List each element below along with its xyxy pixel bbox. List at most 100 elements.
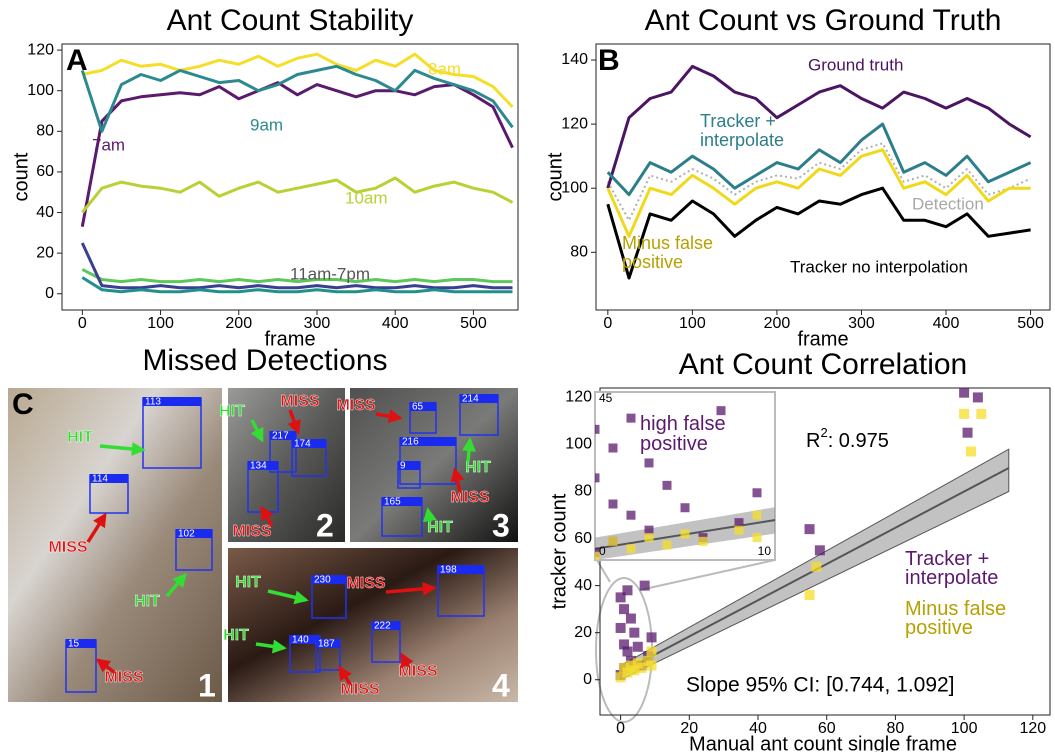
- photo: [8, 388, 222, 702]
- box-id: 174: [294, 439, 311, 450]
- point: [644, 533, 654, 543]
- series-label: Minus false positive: [905, 598, 1007, 639]
- tag-arrow: [255, 639, 287, 654]
- y-tick-label: 0: [583, 671, 592, 688]
- plot-frame: [61, 43, 519, 311]
- tag: MISS: [280, 393, 319, 410]
- zoom-connector: [639, 559, 776, 591]
- panel-letter: A: [66, 44, 88, 77]
- series-line: [606, 64, 1032, 189]
- series-label: 11am-7pm: [290, 264, 370, 283]
- box-tab: [316, 639, 340, 648]
- point: [629, 665, 640, 676]
- point: [615, 622, 626, 633]
- point: [646, 660, 657, 671]
- x-tick-label: 40: [749, 720, 767, 737]
- image-label: 2: [316, 507, 334, 543]
- series-line: [80, 81, 514, 227]
- y-tick-label: 60: [574, 530, 592, 547]
- y-tick-label: 100: [27, 82, 54, 99]
- point: [680, 503, 690, 513]
- point: [626, 510, 636, 520]
- y-tick-label: 20: [36, 244, 54, 261]
- y-tick-label: 100: [565, 436, 592, 453]
- y-tick-label: 40: [36, 204, 54, 221]
- box-id: 214: [462, 394, 479, 405]
- box-tab: [372, 621, 400, 630]
- point: [698, 536, 708, 546]
- tag-arrow: [462, 437, 476, 463]
- y-axis-label: count: [10, 152, 32, 201]
- point: [734, 525, 744, 535]
- box-tab: [66, 639, 96, 648]
- series-label: Ground truth: [808, 55, 903, 74]
- box-id: 165: [384, 497, 401, 508]
- series-line: [81, 52, 514, 108]
- box-tab: [312, 575, 346, 584]
- point: [622, 667, 633, 678]
- point: [619, 639, 630, 650]
- x-tick-label: 400: [933, 315, 960, 332]
- y-tick-label: 80: [574, 483, 592, 500]
- tag: MISS: [340, 681, 379, 698]
- box-tab: [290, 635, 320, 644]
- panel-letter: B: [598, 44, 620, 77]
- box-id: 102: [178, 529, 195, 540]
- box-tab: [292, 439, 326, 448]
- point: [814, 545, 825, 556]
- point: [965, 446, 976, 457]
- inset-tick-label: 45: [599, 391, 613, 405]
- x-tick-label: 100: [679, 315, 706, 332]
- tag: MISS: [232, 523, 271, 540]
- tag: HIT: [134, 593, 160, 610]
- box-tab: [460, 394, 498, 403]
- x-tick-label: 500: [460, 315, 487, 332]
- x-axis-label: frame: [797, 328, 848, 350]
- x-axis-label: frame: [264, 328, 315, 350]
- point: [662, 480, 672, 490]
- x-tick-label: 0: [603, 315, 612, 332]
- point: [626, 544, 636, 554]
- slope-ci: Slope 95% CI: [0.744, 1.092]: [686, 674, 955, 697]
- box-tab: [90, 474, 128, 483]
- series-label: Minus false positive: [622, 233, 714, 272]
- chart-title: Ant Count vs Ground Truth: [645, 4, 1002, 37]
- tag-arrow: [450, 467, 465, 493]
- point: [804, 524, 815, 535]
- point: [972, 392, 983, 403]
- inset-tick-label: 0: [599, 544, 606, 558]
- tag: HIT: [465, 459, 491, 476]
- tag: MISS: [398, 663, 437, 680]
- x-tick-label: 400: [382, 315, 409, 332]
- tag: MISS: [48, 539, 87, 556]
- point: [644, 525, 654, 535]
- x-tick-label: 120: [1019, 720, 1046, 737]
- point: [752, 533, 762, 543]
- tag-arrow: [99, 441, 146, 456]
- series-label: Tracker + interpolate: [700, 111, 785, 150]
- tag-arrow: [422, 507, 437, 523]
- y-tick-label: 140: [561, 51, 588, 68]
- tag-arrow: [338, 665, 352, 685]
- y-tick-label: 0: [45, 285, 54, 302]
- tag: HIT: [235, 574, 261, 591]
- point: [608, 499, 618, 509]
- point: [976, 408, 987, 419]
- point: [636, 662, 647, 673]
- tag-arrow: [260, 505, 274, 527]
- box-tab: [438, 565, 484, 574]
- point: [959, 408, 970, 419]
- image-label: 4: [492, 667, 510, 703]
- box-tab: [270, 431, 296, 440]
- point: [619, 604, 630, 615]
- series-line: [80, 242, 513, 290]
- x-tick-label: 200: [225, 315, 252, 332]
- point: [962, 427, 973, 438]
- point: [626, 413, 636, 423]
- point: [622, 646, 633, 657]
- tag-arrow: [385, 581, 437, 596]
- tag-arrow: [287, 409, 301, 435]
- tag-arrow: [86, 512, 107, 543]
- y-tick-label: 80: [36, 123, 54, 140]
- inset-annotation: high false positive: [640, 413, 726, 455]
